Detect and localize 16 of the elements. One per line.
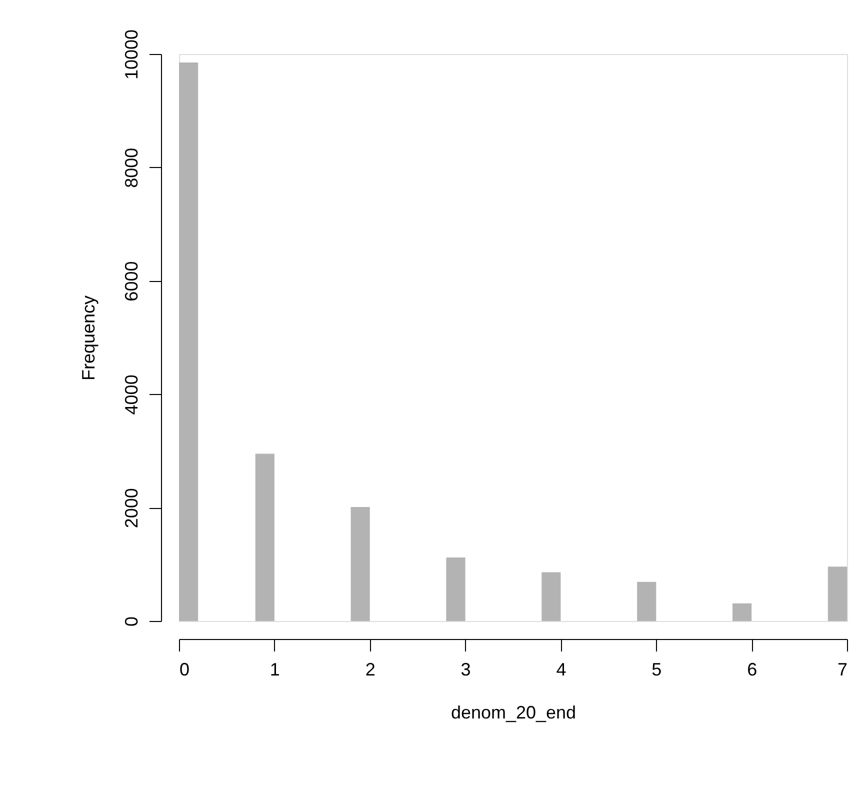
x-tick-label: 6 xyxy=(747,660,758,680)
x-tick-label: 7 xyxy=(837,660,848,680)
y-tick-label: 2000 xyxy=(122,488,142,528)
x-tick-label: 0 xyxy=(180,660,190,680)
x-tick-label: 1 xyxy=(270,660,280,680)
x-tick-label: 5 xyxy=(652,660,662,680)
y-tick-label: 10000 xyxy=(122,29,142,80)
x-tick-label: 3 xyxy=(460,660,471,680)
y-tick-label: 6000 xyxy=(122,261,142,302)
x-axis-title: denom_20_end xyxy=(450,702,576,722)
y-tick-label: 8000 xyxy=(122,148,142,188)
y-axis-title: Frequency xyxy=(78,295,98,381)
y-tick-label: 4000 xyxy=(122,374,142,415)
x-tick-label: 2 xyxy=(365,660,376,680)
x-tick-label: 4 xyxy=(556,660,566,680)
y-tick-label: 0 xyxy=(122,616,142,627)
